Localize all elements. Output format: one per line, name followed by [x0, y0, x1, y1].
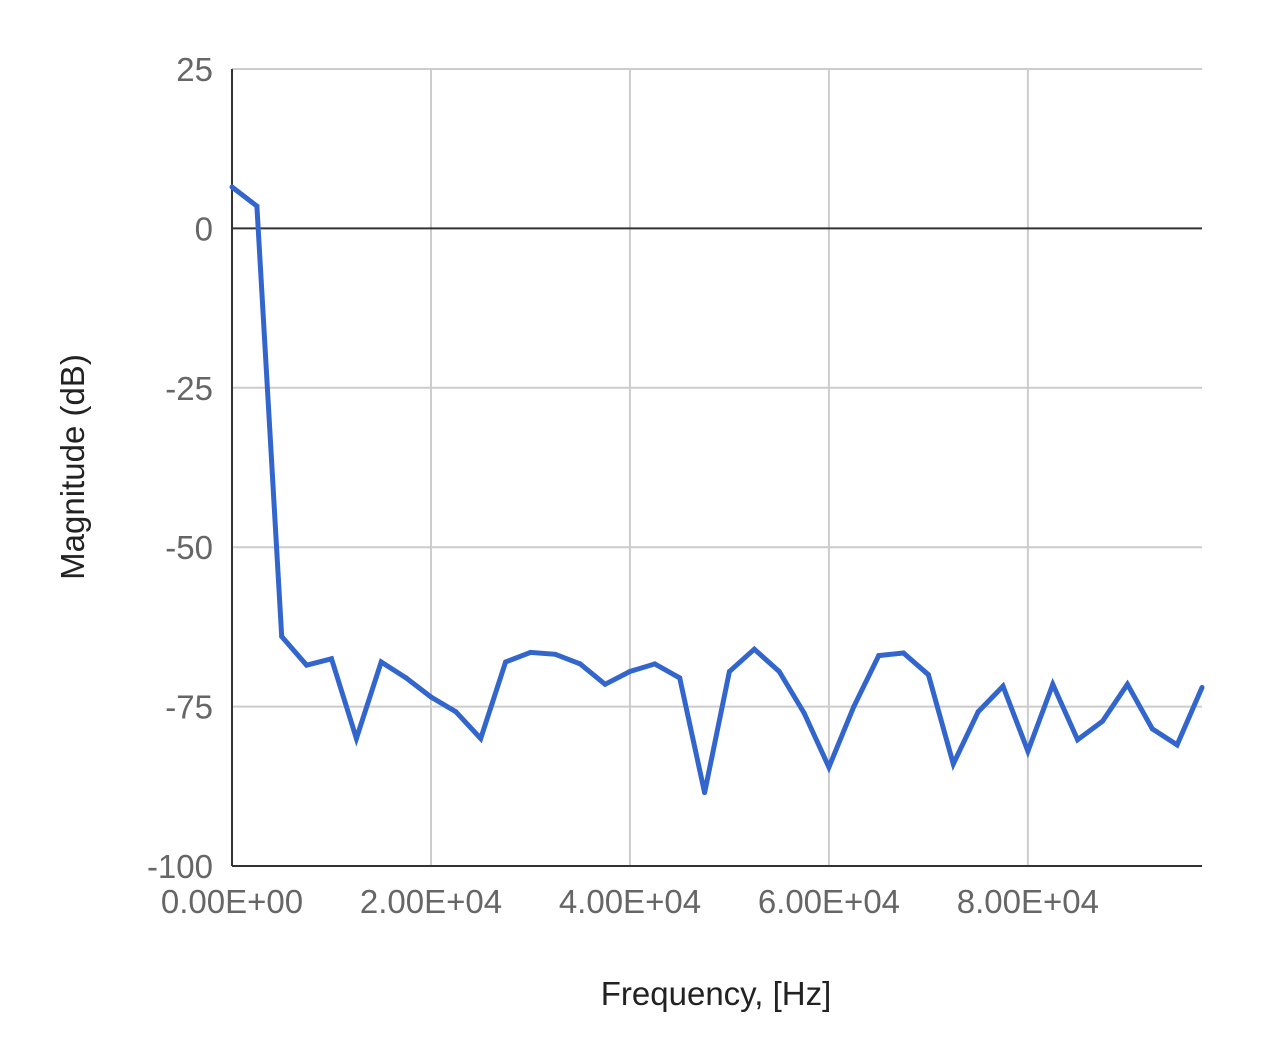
data-point	[876, 653, 882, 659]
data-point	[328, 656, 334, 662]
x-tick-label: 4.00E+04	[559, 883, 701, 920]
data-point	[453, 709, 459, 715]
data-point	[478, 735, 484, 741]
x-tick-label: 2.00E+04	[360, 883, 502, 920]
data-point	[279, 633, 285, 639]
y-tick-label: -100	[147, 848, 213, 885]
data-point	[726, 669, 732, 675]
data-point	[1124, 681, 1130, 687]
data-point	[1100, 718, 1106, 724]
data-point	[826, 764, 832, 770]
y-tick-label: 25	[176, 51, 213, 88]
gridlines	[232, 68, 1202, 867]
data-point	[304, 662, 310, 668]
data-point	[503, 659, 509, 665]
data-point	[1050, 681, 1056, 687]
x-tick-label: 6.00E+04	[758, 883, 900, 920]
data-point	[552, 651, 558, 657]
data-point	[527, 649, 533, 655]
x-tick-label: 0.00E+00	[161, 883, 303, 920]
data-point	[378, 659, 384, 665]
data-point	[1000, 683, 1006, 689]
data-point	[1025, 748, 1031, 754]
x-axis-title: Frequency, [Hz]	[601, 975, 831, 1012]
data-point	[353, 735, 359, 741]
data-point	[254, 203, 260, 209]
data-point	[925, 672, 931, 678]
y-tick-label: -75	[165, 689, 213, 726]
axes	[231, 69, 1202, 867]
data-point	[1149, 726, 1155, 732]
data-point	[428, 694, 434, 700]
data-point	[776, 669, 782, 675]
data-point	[751, 646, 757, 652]
data-point	[627, 669, 633, 675]
data-point	[1199, 684, 1205, 690]
data-point	[677, 675, 683, 681]
y-tick-label: 0	[195, 210, 213, 247]
y-tick-label: -25	[165, 370, 213, 407]
series-line	[230, 185, 1205, 794]
data-point	[801, 710, 807, 716]
data-point	[652, 661, 658, 667]
data-point	[1075, 737, 1081, 743]
data-point	[602, 681, 608, 687]
data-point	[702, 790, 708, 796]
data-point	[229, 184, 235, 190]
data-point	[901, 650, 907, 656]
data-point	[975, 709, 981, 715]
x-tick-label: 8.00E+04	[957, 883, 1099, 920]
data-point	[577, 661, 583, 667]
y-axis-title: Magnitude (dB)	[54, 354, 91, 580]
data-point	[851, 704, 857, 710]
data-point	[1174, 742, 1180, 748]
data-point	[403, 675, 409, 681]
y-tick-label: -50	[165, 529, 213, 566]
data-point	[950, 761, 956, 767]
data-points	[229, 184, 1205, 796]
series-layer	[230, 185, 1205, 794]
